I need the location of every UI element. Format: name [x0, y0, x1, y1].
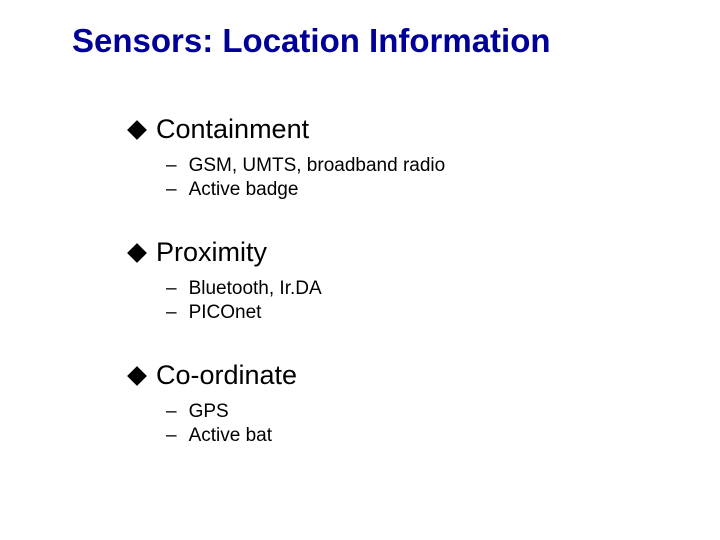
dash-bullet-icon: – [166, 179, 177, 201]
slide-title: Sensors: Location Information [72, 22, 720, 60]
sub-item-label: PICOnet [189, 302, 262, 324]
slide: Sensors: Location Information Containmen… [0, 0, 720, 540]
diamond-bullet-icon [127, 243, 147, 263]
sub-item-label: GPS [189, 401, 229, 423]
sub-item-label: Bluetooth, Ir.DA [189, 278, 322, 300]
sub-item: – Active badge [166, 179, 720, 201]
sub-item-label: GSM, UMTS, broadband radio [189, 155, 446, 177]
main-item-label: Containment [156, 114, 309, 145]
sub-item-label: Active bat [189, 425, 272, 447]
main-item-label: Proximity [156, 237, 267, 268]
dash-bullet-icon: – [166, 425, 177, 447]
main-item: Co-ordinate [130, 360, 720, 391]
section-2: Co-ordinate – GPS – Active bat [130, 360, 720, 447]
sub-item: – PICOnet [166, 302, 720, 324]
slide-content: Containment – GSM, UMTS, broadband radio… [130, 114, 720, 447]
main-item-label: Co-ordinate [156, 360, 297, 391]
sub-item: – Bluetooth, Ir.DA [166, 278, 720, 300]
section-0: Containment – GSM, UMTS, broadband radio… [130, 114, 720, 201]
sub-item: – GPS [166, 401, 720, 423]
dash-bullet-icon: – [166, 155, 177, 177]
main-item: Containment [130, 114, 720, 145]
dash-bullet-icon: – [166, 401, 177, 423]
dash-bullet-icon: – [166, 302, 177, 324]
sub-item-label: Active badge [189, 179, 299, 201]
sub-item: – Active bat [166, 425, 720, 447]
diamond-bullet-icon [127, 120, 147, 140]
main-item: Proximity [130, 237, 720, 268]
sub-item: – GSM, UMTS, broadband radio [166, 155, 720, 177]
diamond-bullet-icon [127, 366, 147, 386]
section-1: Proximity – Bluetooth, Ir.DA – PICOnet [130, 237, 720, 324]
dash-bullet-icon: – [166, 278, 177, 300]
